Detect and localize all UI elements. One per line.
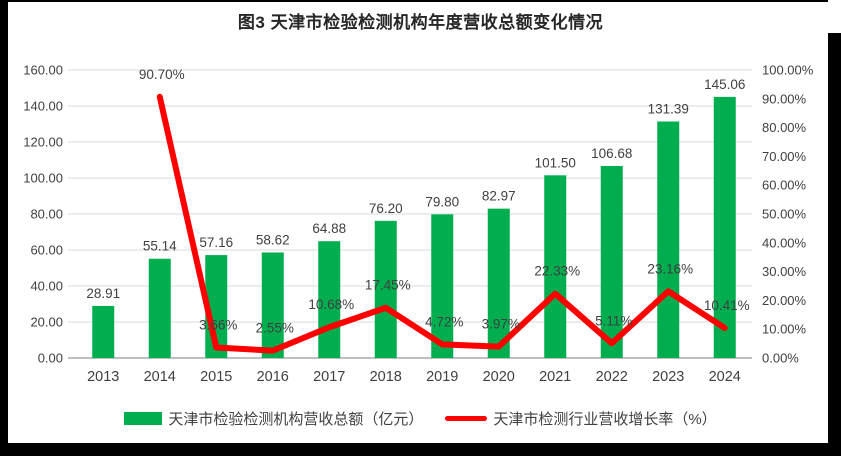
bar-label-2022: 106.68 — [591, 146, 632, 161]
bar-label-2014: 55.14 — [143, 239, 177, 254]
bar-label-2017: 64.88 — [312, 221, 346, 236]
bar-label-2013: 28.91 — [86, 286, 120, 301]
bar-label-2016: 58.62 — [256, 232, 290, 247]
x-label-2017: 2017 — [313, 369, 345, 385]
gridlines — [68, 69, 752, 323]
growth-label-2015: 3.66% — [199, 317, 237, 332]
left-tick-label: 160.00 — [23, 63, 63, 78]
x-label-2013: 2013 — [87, 369, 119, 385]
bar-2021 — [544, 175, 567, 358]
bars — [92, 96, 736, 358]
bar-label-2024: 145.06 — [704, 77, 745, 92]
right-tick-label: 10.00% — [762, 322, 807, 337]
bar-2014 — [148, 258, 171, 358]
frame-corner-notch — [828, 0, 841, 33]
x-label-2023: 2023 — [652, 369, 684, 385]
growth-label-2018: 17.45% — [365, 278, 411, 293]
x-label-2014: 2014 — [144, 369, 176, 385]
bar-label-2023: 131.39 — [648, 101, 689, 116]
growth-point-labels: 90.70% 3.66% 2.55% 10.68% 17.45% 4.72% 3.97% 22… — [139, 67, 750, 336]
growth-label-2017: 10.68% — [308, 297, 354, 312]
left-tick-label: 80.00 — [30, 207, 63, 222]
bar-label-2021: 101.50 — [535, 155, 576, 170]
x-label-2016: 2016 — [257, 369, 289, 385]
legend-item-revenue: 天津市检验检测机构营收总额（亿元） — [124, 408, 423, 429]
x-label-2022: 2022 — [596, 369, 628, 385]
bar-value-labels: 28.91 55.14 57.16 58.62 64.88 76.20 79.80 82.97… — [86, 77, 745, 301]
right-tick-label: 40.00% — [762, 235, 807, 250]
x-label-2020: 2020 — [483, 369, 515, 385]
legend-bar-swatch-icon — [124, 411, 163, 425]
right-tick-label: 0.00% — [762, 351, 799, 366]
bar-2018 — [374, 220, 397, 358]
bar-2013 — [92, 305, 115, 358]
bar-label-2019: 79.80 — [425, 194, 459, 209]
growth-label-2019: 4.72% — [425, 314, 463, 329]
right-tick-label: 90.00% — [762, 91, 807, 106]
right-tick-label: 20.00% — [762, 293, 807, 308]
bar-2020 — [487, 208, 510, 358]
x-label-2021: 2021 — [539, 369, 571, 385]
x-label-2019: 2019 — [426, 369, 458, 385]
legend-item-growth: 天津市检测行业营收增长率（%） — [445, 408, 717, 429]
growth-label-2023: 23.16% — [647, 261, 693, 276]
legend: 天津市检验检测机构营收总额（亿元） 天津市检测行业营收增长率（%） — [0, 406, 841, 430]
left-tick-label: 100.00 — [23, 171, 63, 186]
left-tick-label: 20.00 — [30, 315, 63, 330]
left-tick-label: 40.00 — [30, 279, 63, 294]
bar-2022 — [600, 165, 623, 358]
bar-label-2018: 76.20 — [369, 201, 403, 216]
x-label-2024: 2024 — [709, 369, 741, 385]
right-tick-label: 60.00% — [762, 178, 807, 193]
legend-label-revenue: 天津市检验检测机构营收总额（亿元） — [168, 410, 424, 428]
growth-label-2024: 10.41% — [704, 298, 750, 313]
right-tick-label: 100.00% — [762, 63, 814, 78]
left-tick-label: 0.00 — [38, 351, 63, 366]
left-tick-label: 60.00 — [30, 243, 63, 258]
growth-label-2016: 2.55% — [256, 321, 294, 336]
bar-2016 — [261, 252, 284, 358]
right-tick-label: 70.00% — [762, 149, 807, 164]
bar-label-2020: 82.97 — [482, 189, 516, 204]
legend-label-growth: 天津市检测行业营收增长率（%） — [493, 410, 717, 428]
bar-label-2015: 57.16 — [199, 235, 233, 250]
growth-label-2021: 22.33% — [534, 264, 580, 279]
bar-2019 — [431, 214, 454, 358]
right-tick-label: 50.00% — [762, 207, 807, 222]
growth-label-2020: 3.97% — [482, 317, 520, 332]
left-axis-ticks: 0.00 20.00 40.00 60.00 80.00 100.00 120.00 140.… — [23, 63, 63, 366]
left-tick-label: 120.00 — [23, 135, 63, 150]
chart-panel — [8, 2, 828, 443]
left-tick-label: 140.00 — [23, 99, 63, 114]
x-axis-labels: 2013 2014 2015 2016 2017 2018 2019 2020 2021 2022… — [87, 369, 741, 385]
chart-title: 图3 天津市检验检测机构年度营收总额变化情况 — [237, 13, 604, 32]
x-label-2015: 2015 — [200, 369, 232, 385]
x-label-2018: 2018 — [370, 369, 402, 385]
legend-line-swatch-icon — [445, 415, 488, 421]
right-tick-label: 30.00% — [762, 264, 807, 279]
right-tick-label: 80.00% — [762, 120, 807, 135]
growth-line — [156, 93, 728, 354]
growth-label-2014: 90.70% — [139, 67, 185, 82]
bar-2023 — [657, 121, 680, 358]
growth-label-2022: 5.11% — [595, 313, 632, 328]
right-axis-ticks: 0.00% 10.00% 20.00% 30.00% 40.00% 50.00% 60.00… — [762, 63, 814, 366]
bar-2024 — [713, 96, 736, 358]
